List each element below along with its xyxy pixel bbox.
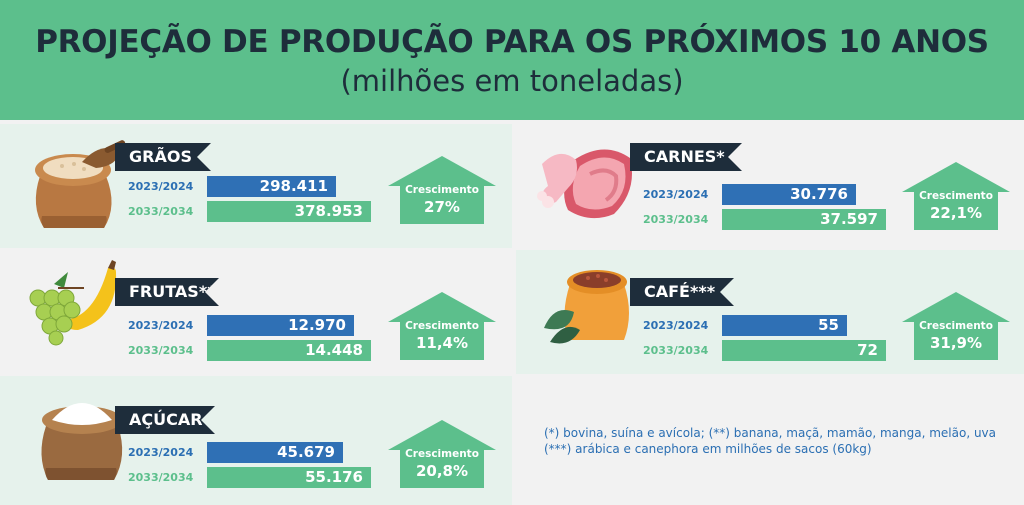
category-label-graos: GRÃOS xyxy=(115,143,211,171)
bar-2034-frutas: 14.448 xyxy=(207,340,371,361)
growth-label: Crescimento xyxy=(919,190,993,202)
growth-label: Crescimento xyxy=(919,320,993,332)
panel-notes xyxy=(516,376,1024,505)
bar-2024-graos: 298.411 xyxy=(207,176,336,197)
category-label-cafe: CAFÉ*** xyxy=(630,278,734,306)
year-label: 2023/2024 xyxy=(128,319,194,332)
fruits-icon xyxy=(29,260,117,346)
growth-label: Crescimento xyxy=(405,184,479,196)
year-label: 2023/2024 xyxy=(643,188,709,201)
year-label: 2033/2034 xyxy=(643,213,709,226)
meat-icon xyxy=(537,149,632,219)
coffee-sack-icon xyxy=(544,270,629,344)
page-title: PROJEÇÃO DE PRODUÇÃO PARA OS PRÓXIMOS 10… xyxy=(35,24,989,60)
growth-value: 31,9% xyxy=(929,334,983,352)
growth-arrow-carnes: Crescimento 22,1% xyxy=(902,162,1010,230)
year-label: 2033/2034 xyxy=(643,344,709,357)
header: PROJEÇÃO DE PRODUÇÃO PARA OS PRÓXIMOS 10… xyxy=(0,0,1024,120)
grain-sack-icon xyxy=(35,140,126,228)
year-label: 2023/2024 xyxy=(128,180,194,193)
year-label: 2033/2034 xyxy=(128,471,194,484)
growth-arrow-frutas: Crescimento 11,4% xyxy=(388,292,496,360)
bar-2034-carnes: 37.597 xyxy=(722,209,886,230)
category-label-frutas: FRUTAS** xyxy=(115,278,219,306)
growth-arrow-graos: Crescimento 27% xyxy=(388,156,496,224)
bar-2024-carnes: 30.776 xyxy=(722,184,856,205)
footnote-2: (***) arábica e canephora em milhões de … xyxy=(544,442,872,456)
growth-arrow-acucar: Crescimento 20,8% xyxy=(388,420,496,488)
growth-value: 22,1% xyxy=(929,204,983,222)
growth-arrow-cafe: Crescimento 31,9% xyxy=(902,292,1010,360)
growth-value: 20,8% xyxy=(415,462,469,480)
year-label: 2023/2024 xyxy=(643,319,709,332)
year-label: 2023/2024 xyxy=(128,446,194,459)
sugar-sack-icon xyxy=(41,403,123,480)
bar-2024-cafe: 55 xyxy=(722,315,847,336)
bar-2024-acucar: 45.679 xyxy=(207,442,343,463)
growth-value: 27% xyxy=(424,198,460,216)
year-label: 2033/2034 xyxy=(128,205,194,218)
growth-value: 11,4% xyxy=(415,334,469,352)
bar-2024-frutas: 12.970 xyxy=(207,315,354,336)
year-label: 2033/2034 xyxy=(128,344,194,357)
bar-2034-cafe: 72 xyxy=(722,340,886,361)
bar-2034-graos: 378.953 xyxy=(207,201,371,222)
bar-2034-acucar: 55.176 xyxy=(207,467,371,488)
category-label-carnes: CARNES* xyxy=(630,143,742,171)
footnote-1: (*) bovina, suína e avícola; (**) banana… xyxy=(544,426,997,440)
growth-label: Crescimento xyxy=(405,320,479,332)
category-label-acucar: AÇÚCAR xyxy=(115,406,215,434)
page-subtitle: (milhões em toneladas) xyxy=(340,64,684,98)
growth-label: Crescimento xyxy=(405,448,479,460)
